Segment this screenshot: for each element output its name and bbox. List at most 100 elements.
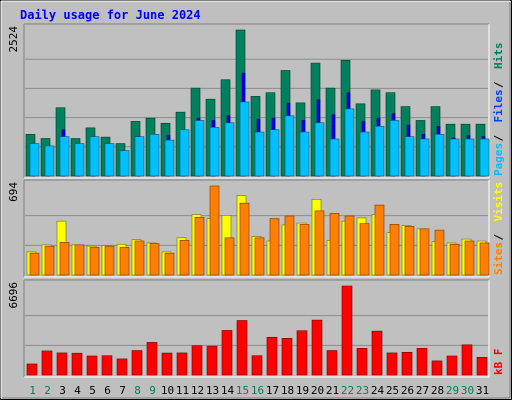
bar-pages-day-14 (224, 122, 235, 177)
x-tick-label-day-8: 8 (134, 384, 141, 397)
bar-kb-f-day-12 (191, 345, 203, 376)
y-max-label: 694 (7, 182, 20, 202)
bar-sites-day-10 (164, 252, 175, 276)
x-tick-label-day-27: 27 (416, 384, 429, 397)
legend: kB F (492, 349, 505, 376)
bar-kb-f-day-3 (56, 352, 68, 376)
bar-sites-day-16 (254, 237, 265, 276)
x-tick-label-day-26: 26 (401, 384, 414, 397)
bar-pages-day-27 (419, 138, 430, 177)
bar-kb-f-day-23 (356, 347, 368, 376)
legend-separator: / (492, 81, 505, 88)
bar-pages-day-7 (119, 150, 130, 177)
bars (25, 29, 490, 177)
bar-kb-f-day-4 (71, 352, 83, 376)
bar-sites-day-26 (404, 225, 415, 276)
x-tick-label-day-5: 5 (89, 384, 96, 397)
legend: Sites / Visits (492, 182, 505, 275)
bar-pages-day-1 (29, 143, 40, 177)
x-tick-label-day-17: 17 (266, 384, 279, 397)
bar-sites-day-17 (269, 218, 280, 276)
x-tick-label-day-6: 6 (104, 384, 111, 397)
bar-kb-f-day-27 (416, 347, 428, 376)
bar-sites-day-19 (299, 224, 310, 276)
x-tick-label-day-1: 1 (29, 384, 36, 397)
bar-pages-day-4 (74, 143, 85, 177)
bar-kb-f-day-5 (86, 355, 98, 376)
bar-kb-f-day-8 (131, 350, 143, 376)
x-tick-label-day-18: 18 (281, 384, 294, 397)
bar-sites-day-7 (119, 247, 130, 276)
bar-kb-f-day-1 (26, 363, 38, 376)
bar-sites-day-18 (284, 215, 295, 276)
bar-kb-f-day-24 (371, 330, 383, 376)
bar-pages-day-22 (344, 108, 355, 177)
bar-kb-f-day-19 (296, 330, 308, 376)
bar-kb-f-day-11 (176, 352, 188, 376)
bar-sites-day-12 (194, 216, 205, 276)
bar-sites-day-2 (44, 245, 55, 276)
x-tick-label-day-31: 31 (476, 384, 489, 397)
bar-kb-f-day-21 (326, 350, 338, 376)
bar-pages-day-8 (134, 136, 145, 177)
bars (26, 285, 488, 376)
bar-sites-day-21 (329, 213, 340, 276)
bar-kb-f-day-6 (101, 355, 113, 376)
bar-pages-day-10 (164, 139, 175, 177)
bar-sites-day-29 (449, 243, 460, 276)
bar-kb-f-day-29 (446, 355, 458, 376)
x-tick-label-day-30: 30 (461, 384, 474, 397)
bar-pages-day-6 (104, 143, 115, 177)
bar-kb-f-day-2 (41, 350, 53, 376)
x-tick-label-day-13: 13 (206, 384, 219, 397)
panel-hits-files-pages: 2524 Pages / Files / Hits (7, 23, 505, 179)
bar-pages-day-26 (404, 136, 415, 177)
bar-kb-f-day-9 (146, 342, 158, 376)
x-tick-label-day-15: 15 (236, 384, 249, 397)
x-tick-label-day-28: 28 (431, 384, 444, 397)
bar-kb-f-day-31 (476, 357, 488, 376)
bar-sites-day-23 (359, 223, 370, 276)
bar-pages-day-28 (434, 134, 445, 177)
panel-sites-visits: 694 Sites / Visits (7, 179, 505, 278)
bar-pages-day-9 (149, 134, 160, 177)
bar-sites-day-20 (314, 210, 325, 276)
legend: Pages / Files / Hits (492, 43, 505, 177)
bar-sites-day-22 (344, 215, 355, 276)
bar-pages-day-23 (359, 131, 370, 177)
x-tick-label-day-12: 12 (191, 384, 204, 397)
bar-sites-day-8 (134, 240, 145, 276)
bar-pages-day-18 (284, 115, 295, 177)
bar-kb-f-day-30 (461, 344, 473, 376)
bar-pages-day-21 (329, 138, 340, 177)
legend-separator: / (492, 234, 505, 241)
bar-sites-day-3 (59, 241, 70, 276)
bar-pages-day-25 (389, 120, 400, 177)
bar-pages-day-30 (464, 138, 475, 177)
bar-pages-day-11 (179, 129, 190, 177)
bar-kb-f-day-18 (281, 338, 293, 376)
bar-pages-day-24 (374, 125, 385, 177)
bar-kb-f-day-10 (161, 352, 173, 376)
bar-pages-day-5 (89, 136, 100, 177)
bar-sites-day-13 (209, 185, 220, 276)
bar-pages-day-2 (44, 145, 55, 177)
bar-sites-day-24 (374, 204, 385, 276)
bar-pages-day-15 (239, 101, 250, 177)
bar-sites-day-14 (224, 237, 235, 276)
bar-kb-f-day-25 (386, 352, 398, 376)
x-tick-label-day-23: 23 (356, 384, 369, 397)
bar-kb-f-day-13 (206, 345, 218, 376)
bar-sites-day-4 (74, 244, 85, 276)
bar-sites-day-30 (464, 240, 475, 276)
x-tick-label-day-24: 24 (371, 384, 385, 397)
bar-sites-day-6 (104, 245, 115, 276)
bar-kb-f-day-7 (116, 358, 128, 376)
bar-kb-f-day-20 (311, 319, 323, 376)
bar-kb-f-day-28 (431, 360, 443, 376)
legend-separator: / (492, 135, 505, 142)
legend-sites: Sites (492, 242, 505, 275)
legend-pages: Pages (492, 143, 505, 176)
panel-kbytes: 6696 kB F (7, 279, 505, 378)
